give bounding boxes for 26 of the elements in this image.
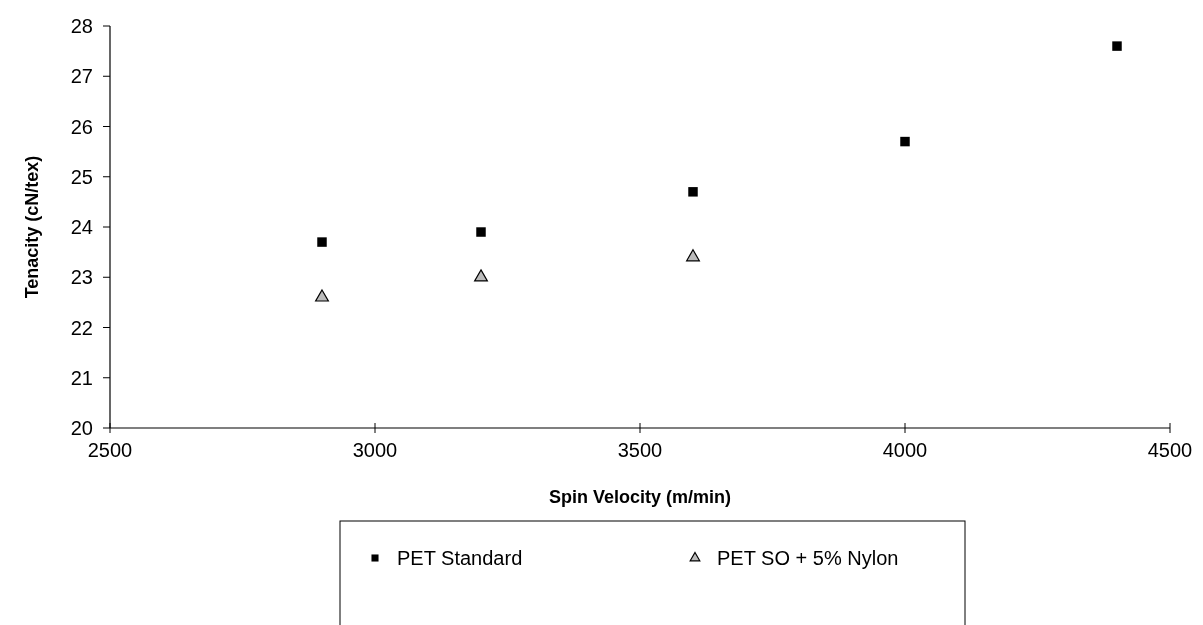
y-tick-label: 27: [70, 65, 93, 88]
point: [1112, 41, 1122, 51]
x-tick-label: 2500: [87, 439, 133, 461]
y-tick-label: 21: [70, 366, 93, 389]
y-tick-label: 26: [70, 115, 93, 138]
x-tick-label: 4000: [882, 439, 928, 461]
legend-label: PET SO + 5% Nylon: [717, 547, 899, 569]
y-tick-label: 28: [70, 15, 93, 37]
point: [686, 249, 700, 262]
point: [474, 269, 488, 282]
y-tick-label: 23: [70, 266, 93, 289]
x-axis-title: Spin Velocity (m/min): [548, 487, 732, 507]
point: [315, 289, 329, 302]
point: [317, 237, 327, 247]
y-axis-title: Tenacity (cN/tex): [22, 155, 42, 299]
legend-label: PET Standard: [397, 547, 523, 569]
x-tick-label: 3500: [617, 439, 663, 461]
x-tick-label: 3000: [352, 439, 398, 461]
point: [900, 136, 910, 147]
y-tick-label: 22: [70, 316, 93, 339]
y-tick-label: 20: [70, 417, 93, 439]
x-tick-label: 4500: [1147, 439, 1193, 461]
point: [688, 187, 698, 197]
y-tick-label: 24: [70, 216, 93, 238]
y-tick-label: 25: [70, 165, 93, 188]
point: [476, 227, 486, 237]
